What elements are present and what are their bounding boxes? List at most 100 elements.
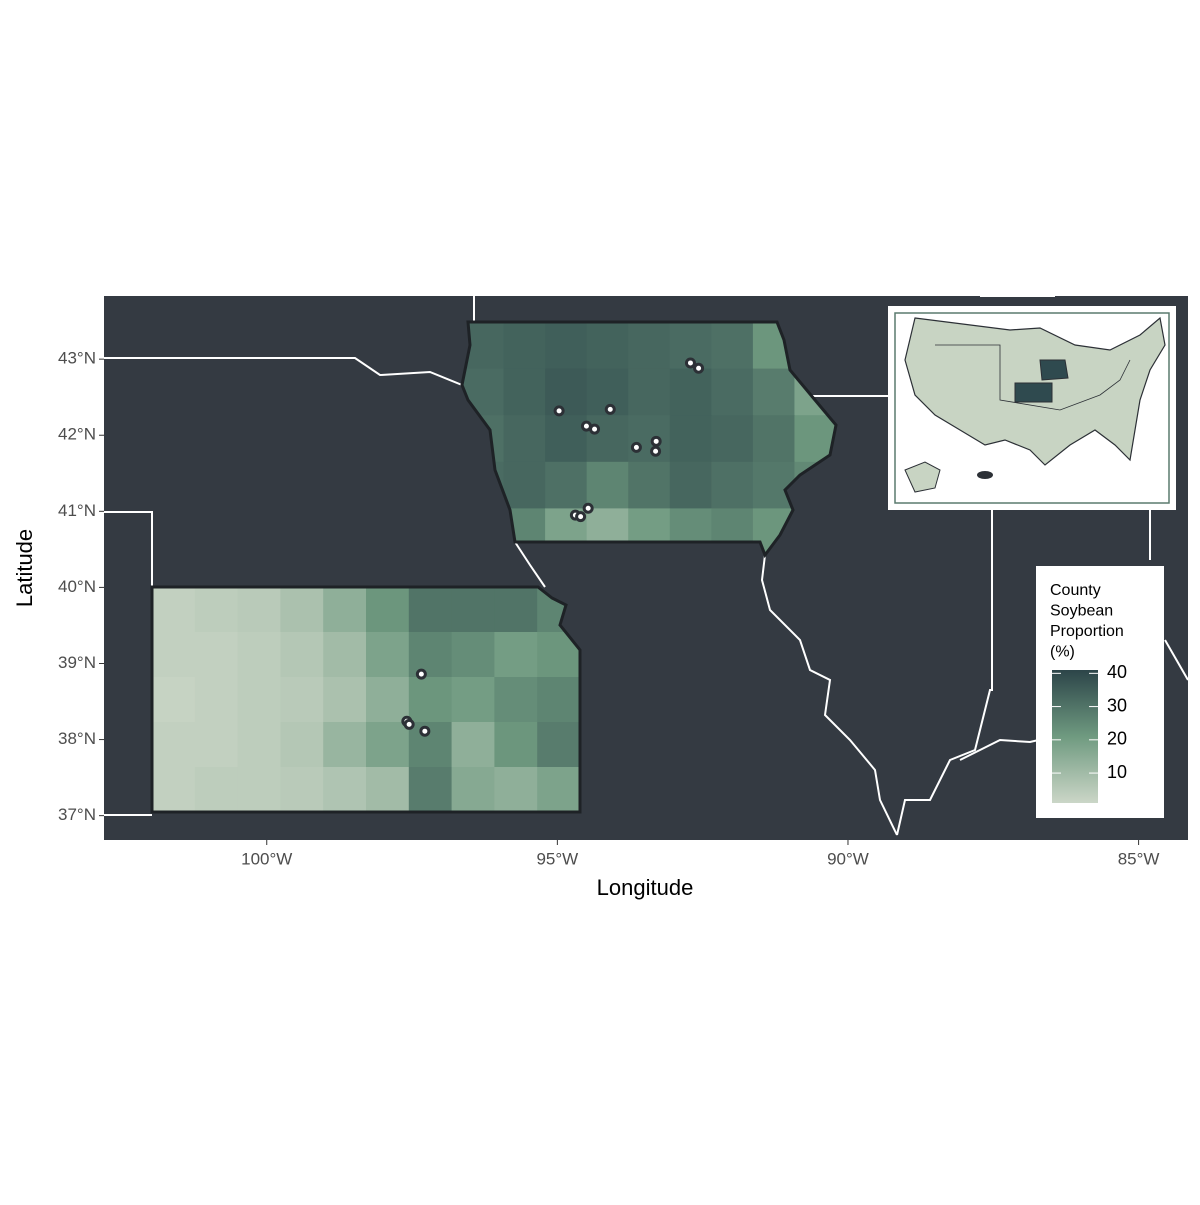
county-cell: [545, 461, 588, 509]
county-cell: [280, 767, 324, 812]
county-cell: [194, 677, 239, 723]
county-cell: [152, 722, 196, 768]
county-cell: [451, 722, 495, 768]
county-cell: [494, 677, 538, 723]
county-cell: [711, 368, 754, 416]
y-tick-label: 40°N: [58, 577, 96, 596]
county-cell: [408, 767, 453, 812]
y-axis-title: Latitude: [12, 529, 37, 607]
legend-tick-label: 40: [1107, 662, 1127, 682]
county-cell: [494, 722, 538, 768]
county-cell: [237, 677, 281, 723]
site: [403, 718, 415, 730]
county-cell: [237, 632, 281, 678]
county-cell: [280, 632, 324, 678]
legend-tick-label: 20: [1107, 729, 1127, 749]
kansas-outline: [150, 585, 582, 814]
county-cell: [503, 368, 546, 416]
county-cell: [494, 767, 538, 812]
legend-title-line: County: [1050, 582, 1101, 599]
county-cell: [408, 722, 453, 768]
county-cell: [494, 587, 538, 633]
county-cell: [586, 461, 629, 509]
x-tick-label: 90°W: [827, 849, 869, 868]
site: [650, 435, 662, 447]
county-cell: [366, 767, 410, 812]
county-cell: [494, 632, 538, 678]
county-cell: [503, 322, 546, 370]
county-cell: [366, 587, 410, 633]
inset: [888, 306, 1176, 510]
county-cell: [408, 587, 453, 633]
county-cell: [323, 677, 367, 723]
county-cell: [194, 767, 239, 812]
y-tick-label: 39°N: [58, 653, 96, 672]
legend-tick-label: 10: [1107, 762, 1127, 782]
county-cell: [545, 415, 588, 463]
county-cell: [451, 767, 495, 812]
county-cell: [537, 677, 580, 723]
county-cell: [628, 322, 671, 370]
county-cell: [537, 767, 580, 812]
sites: [401, 357, 705, 737]
site: [604, 403, 616, 415]
county-cell: [669, 368, 712, 416]
county-cell: [194, 722, 239, 768]
county-cell: [194, 587, 239, 633]
county-cell: [628, 461, 671, 509]
county-cell: [545, 322, 588, 370]
site: [650, 445, 662, 457]
county-cell: [711, 415, 754, 463]
county-cell: [366, 632, 410, 678]
county-cell: [280, 587, 324, 633]
county-cell: [152, 767, 196, 812]
legend-title-line: Proportion: [1050, 623, 1124, 640]
x-tick-label: 100°W: [241, 849, 292, 868]
x-tick-label: 95°W: [536, 849, 578, 868]
county-cell: [669, 461, 712, 509]
county-cell: [537, 722, 580, 768]
county-cell: [586, 322, 629, 370]
site: [582, 502, 594, 514]
county-cell: [503, 415, 546, 463]
county-cell: [628, 368, 671, 416]
county-cell: [451, 632, 495, 678]
county-cell: [194, 632, 239, 678]
county-cell: [366, 722, 410, 768]
site: [589, 423, 601, 435]
y-tick-label: 41°N: [58, 501, 96, 520]
y-tick-label: 38°N: [58, 729, 96, 748]
county-cell: [451, 587, 495, 633]
county-cell: [628, 415, 671, 463]
county-cell: [669, 415, 712, 463]
iowa-outline: [460, 320, 838, 559]
county-cell: [152, 677, 196, 723]
y-tick-label: 42°N: [58, 425, 96, 444]
county-cell: [280, 677, 324, 723]
iowa-counties: [462, 322, 836, 555]
legend-title: County Soybean Proportion (%): [1050, 582, 1124, 661]
site: [415, 668, 427, 680]
county-cell: [752, 415, 795, 463]
county-cell: [503, 461, 546, 509]
county-cell: [366, 677, 410, 723]
site: [419, 725, 431, 737]
site: [575, 511, 587, 523]
county-cell: [323, 587, 367, 633]
county-cell: [152, 632, 196, 678]
y-tick-label: 37°N: [58, 805, 96, 824]
site: [684, 357, 696, 369]
county-cell: [152, 587, 196, 633]
county-cell: [711, 322, 754, 370]
county-cell: [237, 722, 281, 768]
kansas-counties: [152, 587, 580, 812]
site: [630, 441, 642, 453]
county-cell: [408, 677, 453, 723]
county-cell: [711, 461, 754, 509]
county-cell: [586, 415, 629, 463]
county-cell: [237, 767, 281, 812]
county-cell: [752, 368, 795, 416]
x-tick-label: 85°W: [1118, 849, 1160, 868]
county-cell: [408, 632, 453, 678]
